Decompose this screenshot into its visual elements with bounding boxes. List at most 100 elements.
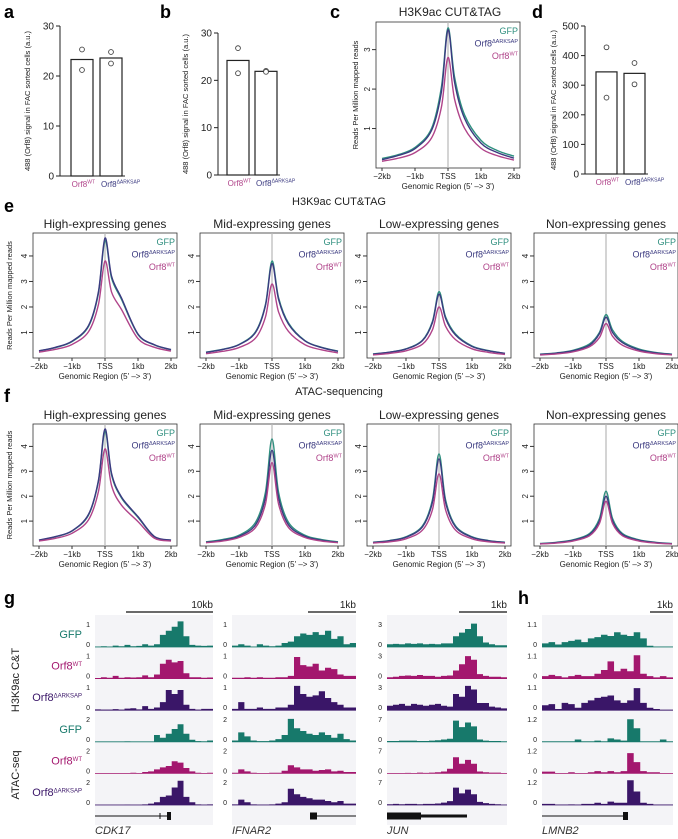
legend-entry: GFP: [657, 237, 676, 247]
plot-title: Non-expressing genes: [546, 217, 666, 231]
x-tick-label: −2kb: [373, 172, 391, 181]
coverage-track: [232, 788, 356, 805]
track-zero-label: 0: [378, 737, 382, 744]
legend-entry: Orf8ΔARKSAP: [131, 250, 175, 260]
data-point: [235, 45, 241, 51]
coverage-track: [95, 780, 213, 805]
track-ymax-label: 1.2: [527, 780, 537, 787]
y-tick-label: 200: [562, 110, 579, 121]
x-tick-label: 1kb: [299, 362, 312, 371]
legend-entry: GFP: [499, 26, 518, 36]
legend-entry-base: Orf8: [632, 250, 650, 260]
series-line: [38, 448, 172, 542]
x-axis-label: Genomic Region (5' –> 3'): [226, 372, 319, 381]
track-zero-label: 0: [378, 705, 382, 712]
y-tick-label: 3: [521, 469, 530, 474]
legend-entry-base: GFP: [657, 428, 676, 438]
y-tick-label: 4: [187, 444, 196, 449]
series-line: [372, 293, 506, 355]
bar: [99, 57, 123, 177]
coverage-track: [95, 724, 213, 742]
sample-label-sup: WT: [73, 757, 83, 763]
track-zero-label: 0: [223, 737, 227, 744]
x-tick-label: −1kb: [397, 362, 415, 371]
category-label: Orf8WT: [228, 179, 251, 189]
x-tick-label: −2kb: [197, 550, 215, 559]
category-label-base: Orf8: [625, 178, 641, 187]
track-zero-label: 0: [86, 768, 90, 775]
bar-chart-b: [214, 32, 280, 176]
panel-label-h: h: [518, 588, 529, 608]
x-tick-label: −1kb: [397, 550, 415, 559]
coverage-track: [542, 719, 673, 742]
category-label-base: Orf8: [72, 180, 88, 189]
x-tick-label: −2kb: [30, 550, 48, 559]
track-zero-label: 0: [533, 768, 537, 775]
legend-entry-sup: ΔARKSAP: [316, 441, 342, 447]
category-label-sup: ΔARKSAP: [117, 180, 141, 186]
sample-label-base: Orf8: [32, 692, 53, 704]
x-tick-label: 1kb: [466, 550, 479, 559]
scale-bar-label: 1kb: [657, 600, 674, 611]
scale-bar-label: 1kb: [340, 600, 357, 611]
legend-entry: GFP: [323, 237, 342, 247]
category-label-base: Orf8: [101, 180, 117, 189]
y-tick-label: 2: [521, 493, 530, 498]
scale-bar-label: 10kb: [191, 600, 213, 611]
track-ymax-label: 2: [223, 780, 227, 787]
series-line: [372, 473, 506, 544]
category-label-sup: ΔARKSAP: [272, 179, 296, 185]
track-zero-label: 0: [223, 705, 227, 712]
sample-label: Orf8WT: [51, 661, 82, 673]
x-tick-label: 1kb: [466, 362, 479, 371]
category-label-sup: WT: [87, 180, 95, 186]
category-label-sup: WT: [243, 179, 251, 185]
track-background: [95, 615, 213, 825]
y-tick-label: 0: [206, 171, 212, 182]
legend-entry: Orf8ΔARKSAP: [474, 39, 518, 49]
track-zero-label: 0: [86, 674, 90, 681]
coverage-track: [95, 689, 213, 711]
legend-entry-base: Orf8: [650, 453, 668, 463]
x-tick-label: TSS: [97, 550, 113, 559]
series-line: [381, 29, 515, 161]
section-header: ATAC-sequencing: [295, 386, 383, 398]
x-tick-label: TSS: [598, 550, 614, 559]
x-axis-label: Genomic Region (5' –> 3'): [393, 372, 486, 381]
sample-label-base: Orf8: [51, 661, 72, 673]
x-axis-label: Genomic Region (5' –> 3'): [560, 560, 653, 569]
legend-entry: Orf8ΔARKSAP: [465, 441, 509, 451]
track-ymax-label: 2: [223, 717, 227, 724]
x-axis-label: Genomic Region (5' –> 3'): [59, 560, 152, 569]
x-tick-label: 2kb: [332, 362, 345, 371]
x-tick-label: TSS: [431, 362, 447, 371]
track-ymax-label: 1: [223, 685, 227, 692]
gene-tracks-cdk17: [95, 611, 213, 825]
x-tick-label: 1kb: [299, 550, 312, 559]
category-label: Orf8ΔARKSAP: [625, 178, 665, 188]
legend-entry-sup: WT: [333, 454, 342, 460]
x-tick-label: −1kb: [230, 362, 248, 371]
profile-plot: [196, 232, 345, 361]
x-tick-label: 2kb: [508, 172, 521, 181]
legend-entry-sup: WT: [667, 263, 676, 269]
profile-plot: [29, 232, 178, 361]
legend-entry: Orf8WT: [316, 453, 343, 463]
x-tick-label: 1kb: [132, 550, 145, 559]
coverage-track: [232, 657, 356, 679]
legend-entry: GFP: [156, 428, 175, 438]
legend-entry-base: Orf8: [492, 51, 510, 61]
y-tick-label: 1: [20, 330, 29, 335]
x-tick-label: −2kb: [364, 362, 382, 371]
sample-label: Orf8WT: [51, 755, 82, 767]
track-ymax-label: 7: [378, 717, 382, 724]
y-tick-label: 1: [521, 330, 530, 335]
coverage-track: [387, 787, 507, 805]
x-tick-label: 2kb: [666, 550, 678, 559]
track-zero-label: 0: [378, 768, 382, 775]
sample-label-base: GFP: [59, 724, 82, 736]
x-tick-label: TSS: [440, 172, 456, 181]
bar: [595, 71, 618, 175]
y-tick-label: 10: [201, 123, 213, 134]
data-point: [79, 67, 85, 73]
